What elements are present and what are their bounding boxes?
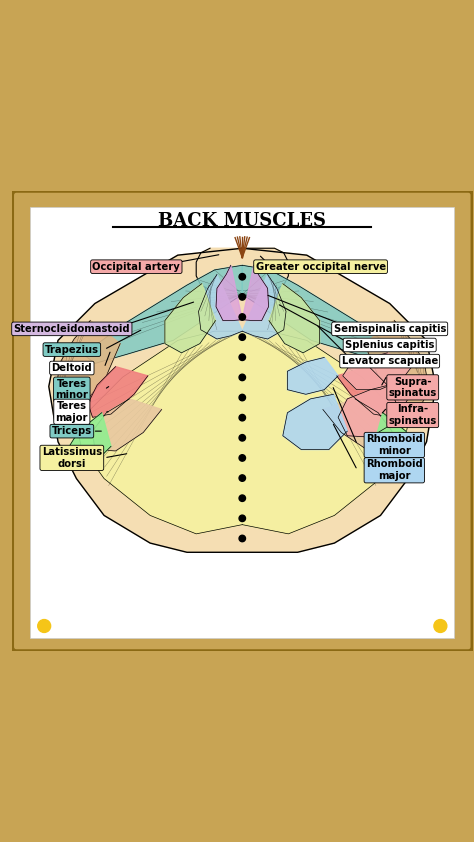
- Polygon shape: [196, 248, 288, 290]
- Polygon shape: [287, 357, 338, 394]
- Text: Sternocleidomastoid: Sternocleidomastoid: [14, 324, 130, 334]
- Polygon shape: [283, 394, 347, 450]
- Polygon shape: [92, 399, 162, 451]
- Polygon shape: [165, 284, 216, 353]
- Polygon shape: [338, 385, 407, 437]
- Circle shape: [239, 455, 246, 461]
- Circle shape: [239, 475, 246, 482]
- Polygon shape: [76, 331, 242, 534]
- Polygon shape: [365, 321, 429, 408]
- Text: Rhomboid
minor: Rhomboid minor: [366, 434, 423, 456]
- FancyBboxPatch shape: [12, 190, 473, 652]
- Circle shape: [239, 314, 246, 320]
- FancyBboxPatch shape: [30, 207, 454, 637]
- Text: Latissimus
dorsi: Latissimus dorsi: [42, 447, 102, 469]
- Text: Supra-
spinatus: Supra- spinatus: [389, 376, 437, 398]
- Polygon shape: [67, 413, 111, 469]
- Text: Infra-
spinatus: Infra- spinatus: [389, 404, 437, 426]
- Polygon shape: [199, 274, 242, 339]
- Polygon shape: [49, 248, 436, 552]
- Polygon shape: [242, 331, 408, 534]
- Circle shape: [239, 374, 246, 381]
- Polygon shape: [323, 399, 392, 451]
- Circle shape: [38, 620, 51, 632]
- Text: Occipital artery: Occipital artery: [92, 262, 180, 272]
- Circle shape: [239, 294, 246, 300]
- Text: Rhomboid
major: Rhomboid major: [366, 460, 423, 481]
- Circle shape: [239, 434, 246, 441]
- Polygon shape: [242, 265, 401, 364]
- Polygon shape: [88, 366, 148, 418]
- Text: Semispinalis capitis: Semispinalis capitis: [334, 324, 446, 334]
- Circle shape: [239, 334, 246, 340]
- Circle shape: [239, 414, 246, 421]
- Polygon shape: [269, 284, 319, 353]
- Text: Teres
minor: Teres minor: [55, 379, 88, 401]
- Polygon shape: [242, 274, 286, 339]
- Polygon shape: [56, 321, 120, 408]
- Circle shape: [239, 515, 246, 521]
- Polygon shape: [216, 265, 242, 321]
- Text: Teres
major: Teres major: [55, 401, 88, 423]
- Circle shape: [434, 620, 447, 632]
- Text: Greater occipital nerve: Greater occipital nerve: [255, 262, 386, 272]
- Circle shape: [239, 274, 246, 280]
- Text: Levator scapulae: Levator scapulae: [342, 356, 438, 366]
- Text: Triceps: Triceps: [52, 426, 92, 436]
- Circle shape: [239, 536, 246, 541]
- Circle shape: [239, 495, 246, 502]
- Text: BACK MUSCLES: BACK MUSCLES: [158, 211, 326, 230]
- Circle shape: [239, 354, 246, 360]
- Text: Deltoid: Deltoid: [52, 363, 92, 373]
- Text: Trapezius: Trapezius: [45, 344, 99, 354]
- Polygon shape: [242, 265, 269, 321]
- Polygon shape: [337, 366, 397, 418]
- Polygon shape: [374, 413, 417, 469]
- Circle shape: [239, 394, 246, 401]
- Polygon shape: [83, 265, 242, 364]
- Polygon shape: [343, 353, 412, 390]
- Text: Splenius capitis: Splenius capitis: [345, 340, 434, 350]
